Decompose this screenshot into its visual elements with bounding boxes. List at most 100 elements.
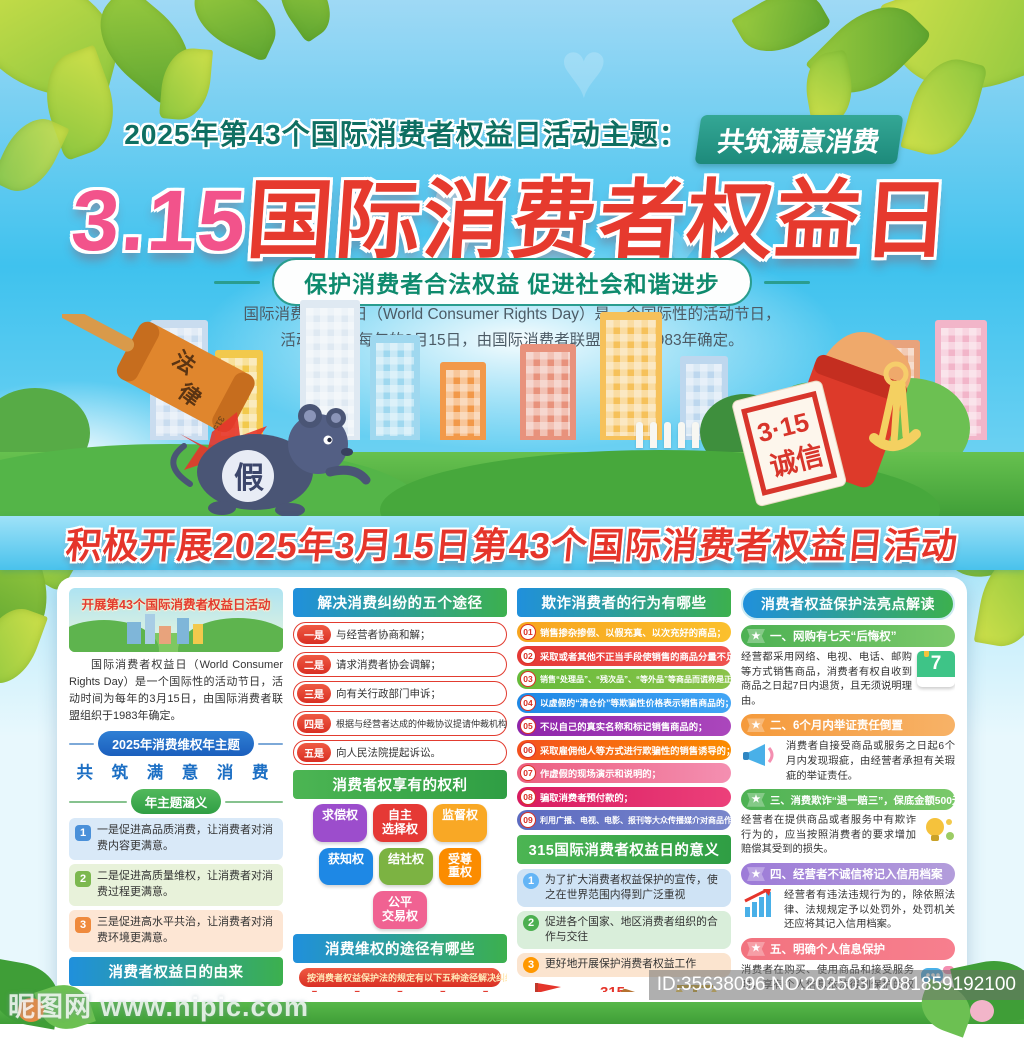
law-item-title: ★ 三、消费欺诈“退一赔三”，保底金额500元	[741, 789, 955, 811]
page-title: 3.15国际消费者权益日	[0, 150, 1024, 275]
content-panel: 开展第43个国际消费者权益日活动 国际消费者权益日（World Consumer…	[57, 577, 967, 1003]
fence-picket	[692, 422, 699, 448]
column-law: 消费者权益保护法亮点解读 ★ 一、网购有七天“后悔权” 7 经营都采用网络、电视、…	[741, 588, 955, 992]
meaning-pill: 年主题涵义	[130, 789, 222, 815]
column1-banner-image: 开展第43个国际消费者权益日活动	[69, 588, 283, 652]
meaning-pill-row: 年主题涵义	[69, 789, 283, 815]
law-item-body: 经营者在提供商品或者服务中有欺诈行为的，应当按照消费者的要求增加赔偿其受到的损失…	[741, 814, 955, 858]
building	[600, 312, 662, 440]
bar-chart-icon	[744, 889, 771, 918]
site-watermark: 昵图网 www.nipic.com	[8, 992, 310, 1022]
building	[520, 344, 576, 440]
building	[370, 335, 420, 440]
column-fraud: 欺诈消费者的行为有哪些 01 销售掺杂掺假、以假充真、以次充好的商品； 02 采取或…	[517, 588, 731, 992]
fence-picket	[664, 422, 671, 448]
way-item: 四是根据与经营者达成的仲裁协议提请仲裁机构仲裁；	[293, 710, 507, 736]
law-item-title: ★ 四、经营者不诚信将记入信用档案	[741, 863, 955, 886]
meaning-item: 2 二是促进高质量维权，让消费者对消费过程更满意。	[69, 864, 283, 906]
law-item-body: 消费者自接受商品或服务之日起6个月内发现瑕疵，由经营者承担有关瑕疵的举证责任。	[741, 740, 955, 784]
law-highlights-header: 消费者权益保护法亮点解读	[741, 588, 955, 620]
meaning-item: 3 三是促进高水平共治，让消费者对消费环境更满意。	[69, 909, 283, 952]
path-header: 消费维权的途径有哪些	[293, 933, 507, 963]
way-item: 五是 向人民法院提起诉讼。	[293, 740, 507, 765]
significance-item: 2 促进各个国家、地区消费者组织的合作与交往	[517, 911, 731, 950]
slogan: 保护消费者合法权益 促进社会和谐进步	[0, 258, 1024, 306]
heart-decoration: ♥	[560, 25, 608, 114]
city-scene: 法 律 315 假 3·15 诚信	[0, 300, 1024, 570]
integrity-stamp-illustration: 3·15 诚信	[732, 332, 921, 507]
slogan-dash-right	[763, 280, 810, 284]
way-item: 三是 向有关行政部门申诉；	[293, 681, 507, 706]
flag-magnifier-illustration	[534, 983, 561, 992]
flower-decoration	[970, 1000, 994, 1022]
flower-decoration	[18, 998, 44, 1022]
right-button: 自主 选择权	[372, 804, 427, 842]
fence-picket	[636, 422, 643, 448]
way-item: 一是 与经营者协商和解；	[293, 622, 507, 647]
campaign-banner: 积极开展2025年3月15日第43个国际消费者权益日活动	[0, 516, 1024, 570]
column-overview: 开展第43个国际消费者权益日活动 国际消费者权益日（World Consumer…	[69, 588, 283, 992]
law-item-body: 7 经营都采用网络、电视、电话、邮购等方式销售商品，消费者有权自收到商品之日起7…	[741, 651, 955, 709]
fraud-item: 02采取或者其他不正当手段使销售的商品分量不足的；	[517, 645, 731, 666]
ways-header: 解决消费纠纷的五个途径	[293, 588, 507, 617]
title-number: 3.15	[68, 173, 251, 269]
origin-header: 消费者权益日的由来	[69, 956, 283, 986]
law-item-body: 经营者有违法违规行为的，除依照法律、法规规定予以处罚外，处罚机关还应将其记入信用…	[741, 889, 955, 933]
fraud-item: 07 作虚假的现场演示和说明的；	[517, 763, 731, 783]
law-item-title: ★ 一、网购有七天“后悔权”	[741, 625, 955, 647]
fraud-header: 欺诈消费者的行为有哪些	[517, 588, 731, 617]
right-button: 求偿权	[312, 804, 367, 842]
rights-header: 消费者权享有的权利	[293, 770, 507, 799]
calendar-icon: 7	[917, 651, 955, 687]
lightbulb-icon	[926, 818, 954, 842]
way-item: 二是 请求消费者协会调解；	[293, 651, 507, 677]
gavel-315-illustration: 315	[600, 984, 643, 992]
law-item-title: ★ 五、明确个人信息保护	[741, 937, 955, 960]
year-theme-text: 共 筑 满 意 消 费	[76, 764, 276, 783]
svg-text:假: 假	[234, 462, 264, 495]
year-theme-pill-row: 2025年消费维权年主题	[69, 731, 283, 757]
significance-item: 1 为了扩大消费者权益保护的宣传，使之在世界范围内得到广泛重视	[517, 869, 731, 908]
campaign-banner-text: 积极开展2025年3月15日第43个国际消费者权益日活动	[63, 525, 960, 566]
significance-header: 315国际消费者权益日的意义	[517, 835, 731, 864]
path-connectors: ▼▼▼▼▼	[293, 988, 507, 992]
fence-picket	[650, 422, 657, 448]
slogan-dash-left	[214, 280, 261, 284]
megaphone-icon	[743, 744, 774, 767]
rights-buttons: 求偿权 自主 选择权 监督权 获知权 结社权 受尊 重权 公平 交易权	[293, 804, 507, 929]
svg-text:315: 315	[600, 984, 625, 992]
star-icon: ★	[747, 867, 765, 882]
right-button: 公平 交易权	[372, 891, 427, 929]
bottom-grass	[0, 1002, 1024, 1024]
counterfeit-rat-illustration: 假	[170, 404, 371, 517]
slogan-pill: 保护消费者合法权益 促进社会和谐进步	[272, 258, 752, 306]
meaning-item: 1 一是促进高品质消费，让消费者对消费内容更满意。	[69, 818, 283, 861]
id-watermark: ID:35638096 NO:20250312081859192100	[648, 970, 1024, 1000]
law-item-title: ★ 二、6个月内举证责任倒置	[741, 714, 955, 737]
year-theme-pill: 2025年消费维权年主题	[98, 731, 254, 757]
fence-picket	[678, 422, 685, 448]
activity-theme-prefix: 2025年第43个国际消费者权益日活动主题：	[124, 119, 688, 150]
star-icon: ★	[747, 629, 765, 643]
fraud-item: 08 骗取消费者预付款的；	[517, 786, 731, 807]
star-icon: ★	[747, 718, 765, 733]
right-button: 监督权	[433, 804, 488, 842]
title-text: 国际消费者权益日	[243, 173, 955, 269]
column-ways: 解决消费纠纷的五个途径 一是 与经营者协商和解； 二是 请求消费者协会调解； 三是向…	[293, 588, 507, 992]
fraud-item: 01 销售掺杂掺假、以假充真、以次充好的商品；	[517, 622, 731, 642]
right-button: 结社权	[378, 847, 433, 886]
column1-intro: 国际消费者权益日（World Consumer Rights Day）是一个国际…	[69, 659, 283, 723]
activity-theme-line: 2025年第43个国际消费者权益日活动主题： 共筑满意消费	[0, 113, 1024, 165]
star-icon: ★	[747, 941, 765, 956]
building	[440, 362, 486, 440]
fraud-item: 05 不以自己的真实名称和标记销售商品的；	[517, 716, 731, 736]
fraud-item: 04 以虚假的“清仓价”等欺骗性价格表示销售商品的；	[517, 692, 731, 713]
star-icon: ★	[747, 792, 765, 807]
fraud-item: 06 采取雇佣他人等方式进行欺骗性的销售诱导的；	[517, 739, 731, 760]
column1-banner-title: 开展第43个国际消费者权益日活动	[81, 598, 271, 612]
right-button: 受尊 重权	[439, 847, 482, 886]
path-note: 按消费者权益保护法的规定有以下五种途径解决纠纷	[299, 967, 507, 987]
right-button: 获知权	[318, 847, 373, 886]
